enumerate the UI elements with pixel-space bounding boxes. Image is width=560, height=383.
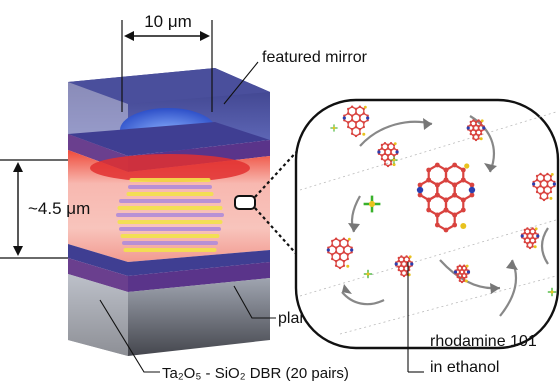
mode-stripe [119, 199, 221, 203]
cavity-mode [116, 178, 224, 252]
zoom-bubble [294, 98, 560, 350]
gap-dimension: ~4.5 μm [0, 159, 90, 259]
mode-stripe [119, 227, 221, 231]
cavity-block [68, 68, 270, 356]
rhodamine-molecule [466, 119, 486, 142]
counterion [547, 287, 557, 297]
mode-stripe [128, 185, 212, 189]
rhodamine-molecule [520, 227, 540, 250]
mode-stripe [123, 248, 217, 252]
rhodamine-molecule [453, 264, 471, 284]
counterion [330, 124, 338, 132]
rhodamine-molecule [377, 142, 399, 168]
rhodamine-molecule [394, 255, 414, 278]
mode-stripe [129, 178, 211, 182]
dye-label-line2: in ethanol [430, 359, 499, 376]
counterion [363, 195, 381, 213]
rhodamine-molecule-large [416, 162, 476, 233]
mode-stripe [116, 213, 224, 217]
counterion [363, 269, 373, 279]
mode-stripe [126, 192, 214, 196]
mode-stripe [120, 234, 220, 238]
mode-stripe [122, 241, 218, 245]
rhodamine-molecule [342, 105, 370, 138]
bottom-mirror-slab [68, 244, 270, 276]
mode-stripe [117, 206, 223, 210]
dbr-label: Ta₂O₅ - SiO₂ DBR (20 pairs) [162, 365, 349, 382]
rhodamine-molecule [326, 237, 354, 270]
dye-label-line1: rhodamine 101 [430, 333, 537, 350]
width-dimension: 10 μm [121, 12, 213, 112]
gap-dimension-label: ~4.5 μm [28, 199, 90, 218]
width-dimension-label: 10 μm [144, 12, 192, 31]
mode-stripe [117, 220, 223, 224]
featured-mirror-label: featured mirror [262, 49, 368, 66]
zoom-marker [234, 195, 256, 210]
rhodamine-molecule [532, 172, 556, 202]
counterion [390, 156, 398, 164]
top-mirror-slab [68, 122, 270, 156]
